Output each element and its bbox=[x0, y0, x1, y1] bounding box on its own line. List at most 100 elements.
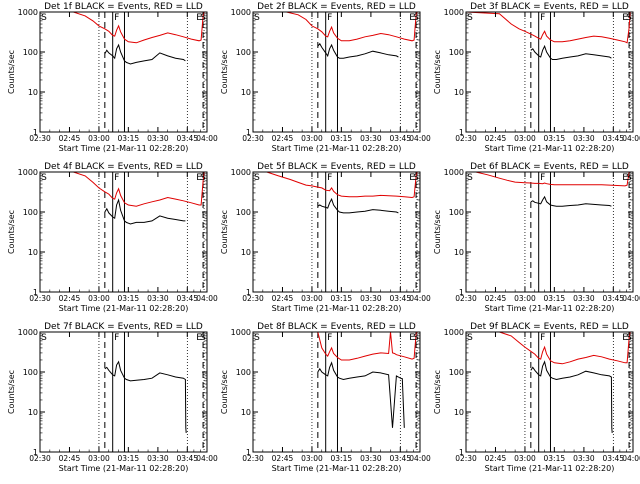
y-axis: 1 10 100 1000 bbox=[231, 328, 420, 457]
x-tick-label: 03:00 bbox=[88, 454, 110, 463]
x-tick-label: 03:45 bbox=[389, 454, 411, 463]
plot-frame bbox=[465, 331, 634, 453]
x-tick-label: 02:45 bbox=[485, 454, 507, 463]
x-tick-label: 03:30 bbox=[147, 134, 169, 143]
panel-det-8f: Det 8f BLACK = Events, RED = LLD 1 10 100 10… bbox=[220, 322, 431, 473]
y-tick-label: 1 bbox=[33, 128, 38, 137]
event-lines bbox=[524, 12, 631, 132]
panel-det-4f: Det 4f BLACK = Events, RED = LLD 1 10 100 10… bbox=[7, 162, 218, 313]
x-axis-label: Start Time (21-Mar-11 02:28:20) bbox=[485, 304, 615, 313]
panel-title: Det 3f BLACK = Events, RED = LLD bbox=[470, 2, 629, 12]
marker-start-right: S bbox=[413, 173, 419, 183]
y-tick-label: 10 bbox=[241, 88, 251, 97]
marker-end: E bbox=[622, 173, 628, 183]
x-tick-label: 03:30 bbox=[360, 454, 382, 463]
y-tick-label: 1000 bbox=[444, 328, 464, 337]
panel-title: Det 9f BLACK = Events, RED = LLD bbox=[470, 322, 629, 332]
x-tick-label: 03:30 bbox=[360, 294, 382, 303]
x-axis-label: Start Time (21-Mar-11 02:28:20) bbox=[485, 144, 615, 153]
panel-title: Det 5f BLACK = Events, RED = LLD bbox=[257, 162, 416, 172]
marker-start: S bbox=[41, 333, 47, 343]
series-events bbox=[530, 195, 612, 207]
y-axis-label: Counts/sec bbox=[220, 370, 229, 414]
y-tick-label: 100 bbox=[449, 208, 464, 217]
marker-end: E bbox=[196, 173, 202, 183]
y-tick-label: 1 bbox=[33, 288, 38, 297]
y-tick-label: 10 bbox=[28, 248, 38, 257]
series-lld bbox=[466, 172, 631, 187]
x-tick-label: 02:30 bbox=[455, 454, 477, 463]
y-tick-label: 100 bbox=[449, 368, 464, 377]
y-tick-label: 1000 bbox=[231, 8, 251, 17]
marker-start-right: S bbox=[200, 173, 206, 183]
event-lines bbox=[98, 12, 205, 132]
marker-start: S bbox=[467, 13, 473, 23]
x-tick-label: 03:15 bbox=[118, 454, 140, 463]
x-tick-label: 03:45 bbox=[389, 294, 411, 303]
x-axis-label: Start Time (21-Mar-11 02:28:20) bbox=[272, 144, 402, 153]
panel-det-1f: Det 1f BLACK = Events, RED = LLD 1 10 100 10… bbox=[7, 2, 218, 153]
y-tick-label: 1000 bbox=[444, 168, 464, 177]
marker-flare: F bbox=[540, 13, 545, 23]
y-tick-label: 1000 bbox=[231, 328, 251, 337]
y-tick-label: 1 bbox=[246, 128, 251, 137]
y-tick-label: 100 bbox=[236, 48, 251, 57]
x-tick-label: 04:00 bbox=[622, 134, 640, 143]
x-tick-label: 04:00 bbox=[409, 134, 431, 143]
series-events bbox=[104, 198, 186, 225]
y-axis-label: Counts/sec bbox=[7, 370, 16, 414]
x-tick-label: 02:45 bbox=[59, 134, 81, 143]
series-events bbox=[530, 44, 612, 60]
series-lld bbox=[253, 12, 418, 42]
x-tick-label: 03:45 bbox=[176, 454, 198, 463]
marker-end: E bbox=[409, 13, 415, 23]
marker-end: E bbox=[409, 333, 415, 343]
x-tick-label: 02:30 bbox=[29, 134, 51, 143]
y-tick-label: 10 bbox=[454, 408, 464, 417]
panel-title: Det 6f BLACK = Events, RED = LLD bbox=[470, 162, 629, 172]
marker-end: E bbox=[196, 333, 202, 343]
x-tick-label: 04:00 bbox=[196, 454, 218, 463]
marker-end: E bbox=[196, 13, 202, 23]
x-tick-label: 02:45 bbox=[272, 454, 294, 463]
x-tick-label: 04:00 bbox=[196, 134, 218, 143]
y-tick-label: 10 bbox=[241, 248, 251, 257]
marker-start: S bbox=[254, 13, 260, 23]
x-axis-label: Start Time (21-Mar-11 02:28:20) bbox=[272, 304, 402, 313]
marker-start-right: S bbox=[626, 173, 632, 183]
y-tick-label: 100 bbox=[236, 208, 251, 217]
panel-det-9f: Det 9f BLACK = Events, RED = LLD 1 10 100 10… bbox=[433, 322, 640, 473]
x-axis-label: Start Time (21-Mar-11 02:28:20) bbox=[59, 464, 189, 473]
y-axis-label: Counts/sec bbox=[7, 50, 16, 94]
series-lld bbox=[466, 12, 631, 44]
y-axis: 1 10 100 1000 bbox=[444, 8, 633, 137]
x-tick-label: 03:00 bbox=[88, 294, 110, 303]
x-tick-label: 03:30 bbox=[147, 294, 169, 303]
event-lines bbox=[524, 172, 631, 292]
plot-frame bbox=[252, 11, 421, 133]
x-tick-label: 03:00 bbox=[514, 134, 536, 143]
y-tick-label: 1 bbox=[459, 128, 464, 137]
x-tick-label: 03:45 bbox=[602, 454, 624, 463]
x-tick-label: 03:15 bbox=[544, 454, 566, 463]
x-axis-label: Start Time (21-Mar-11 02:28:20) bbox=[59, 304, 189, 313]
y-tick-label: 100 bbox=[23, 368, 38, 377]
marker-end: E bbox=[622, 333, 628, 343]
x-tick-label: 03:00 bbox=[301, 454, 323, 463]
plot-frame bbox=[39, 331, 208, 453]
x-tick-label: 02:30 bbox=[29, 454, 51, 463]
y-axis-label: Counts/sec bbox=[220, 50, 229, 94]
x-tick-label: 03:00 bbox=[88, 134, 110, 143]
x-tick-label: 02:30 bbox=[242, 294, 264, 303]
marker-start: S bbox=[467, 333, 473, 343]
x-tick-label: 03:15 bbox=[331, 294, 353, 303]
series-lld bbox=[40, 172, 205, 207]
marker-flare: F bbox=[114, 13, 119, 23]
marker-start-right: S bbox=[413, 333, 419, 343]
